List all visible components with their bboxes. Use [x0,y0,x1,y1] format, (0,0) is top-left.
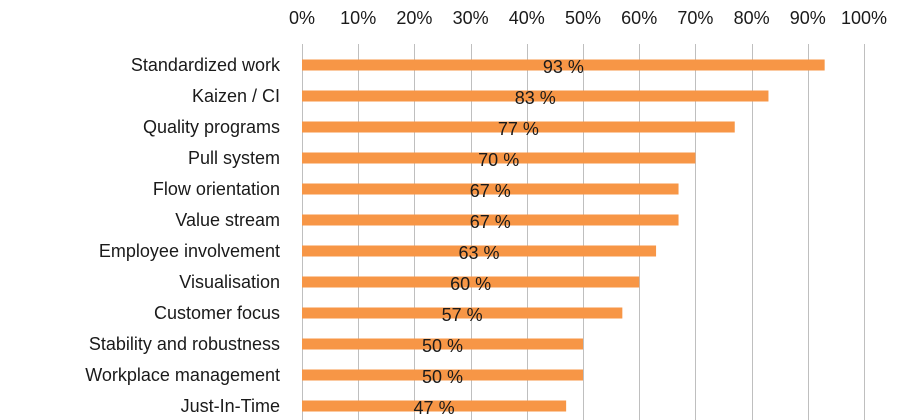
data-label: 60 % [450,274,491,294]
category-label: Just-In-Time [181,396,280,416]
data-label: 67 % [470,212,511,232]
category-label: Value stream [175,210,280,230]
x-tick-label: 10% [340,8,376,28]
data-labels: 93 % 83 % 77 % 70 % 67 % 67 % 63 % 60 % 57 % 50 %… [414,57,584,418]
data-label: 77 % [498,119,539,139]
category-label: Stability and robustness [89,334,280,354]
x-tick-label: 60% [621,8,657,28]
data-label: 57 % [442,305,483,325]
category-label: Workplace management [85,365,280,385]
category-label: Standardized work [131,55,281,75]
category-labels: Standardized work Kaizen / CI Quality prog… [85,55,281,416]
category-label: Kaizen / CI [192,86,280,106]
bar [302,276,640,288]
x-tick-label: 0% [289,8,315,28]
category-label: Pull system [188,148,280,168]
bar [302,307,623,319]
x-tick-label: 70% [677,8,713,28]
bar [302,183,679,195]
category-label: Customer focus [154,303,280,323]
x-tick-label: 20% [396,8,432,28]
data-label: 47 % [414,398,455,418]
bar [302,214,679,226]
x-axis-ticks: 0% 10% 20% 30% 40% 50% 60% 70% 80% 90% 100% [289,8,887,28]
bar [302,90,769,102]
data-label: 50 % [422,367,463,387]
bar [302,369,583,381]
category-label: Visualisation [179,272,280,292]
data-label: 50 % [422,336,463,356]
bar [302,59,825,71]
x-tick-label: 90% [790,8,826,28]
category-label: Flow orientation [153,179,280,199]
data-label: 67 % [470,181,511,201]
data-label: 70 % [478,150,519,170]
data-label: 63 % [459,243,500,263]
x-tick-label: 80% [734,8,770,28]
bar [302,245,657,257]
x-tick-label: 100% [841,8,887,28]
x-tick-label: 50% [565,8,601,28]
bar [302,121,735,133]
gridlines [302,44,865,420]
bar [302,400,567,412]
data-label: 83 % [515,88,556,108]
category-label: Employee involvement [99,241,280,261]
x-tick-label: 30% [453,8,489,28]
bars [302,59,825,412]
category-label: Quality programs [143,117,280,137]
bar [302,338,583,350]
bar [302,152,696,164]
data-label: 93 % [543,57,584,77]
x-tick-label: 40% [509,8,545,28]
